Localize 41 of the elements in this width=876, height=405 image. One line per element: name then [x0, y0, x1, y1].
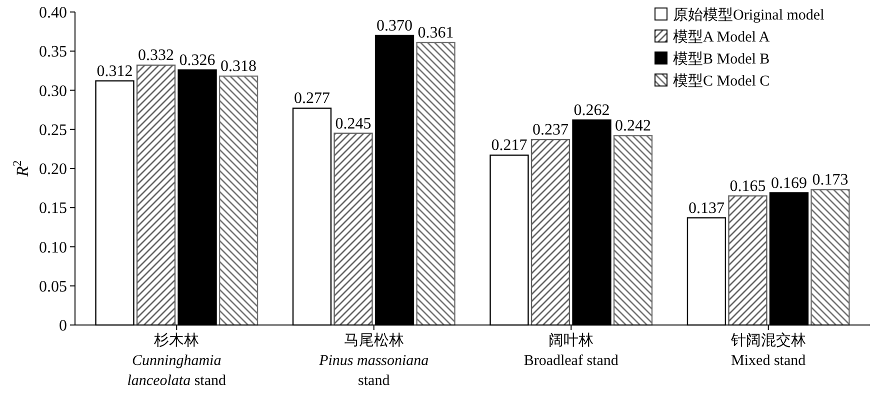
- data-label: 0.277: [294, 90, 330, 108]
- bar: [136, 64, 176, 326]
- y-tick-label: 0: [59, 318, 67, 335]
- data-label: 0.262: [574, 102, 610, 119]
- data-label: 0.217: [491, 137, 528, 154]
- legend-label: 模型A Model A: [673, 28, 770, 46]
- data-label: 0.173: [812, 172, 848, 189]
- y-tick-label: 0.15: [39, 200, 67, 218]
- y-tick-label: 0.05: [39, 278, 67, 296]
- bar: [810, 189, 850, 326]
- bar: [416, 42, 456, 326]
- bar: [530, 138, 570, 326]
- data-label: 0.245: [335, 115, 372, 132]
- data-label: 0.237: [532, 122, 568, 139]
- legend-label: 原始模型Original model: [673, 6, 824, 24]
- bar: [613, 135, 653, 326]
- legend-label: 模型B Model B: [673, 50, 770, 68]
- x-tick-label: 针阔混交林 Mixed stand: [730, 332, 806, 369]
- data-label: 0.137: [688, 200, 724, 217]
- y-tick-label: 0.40: [39, 4, 67, 22]
- y-tick-label: 0.10: [39, 239, 67, 256]
- bar: [728, 195, 768, 326]
- data-label: 0.169: [770, 174, 807, 192]
- data-label: 0.312: [96, 62, 133, 80]
- data-label: 0.361: [418, 24, 454, 42]
- bar: [334, 132, 373, 326]
- x-tick-label: 马尾松林 Pinus massoniana stand: [318, 332, 429, 389]
- data-label: 0.242: [615, 118, 652, 135]
- data-label: 0.370: [376, 17, 413, 34]
- y-tick-label: 0.20: [39, 161, 67, 178]
- x-tick-label: 阔叶林 Broadleaf stand: [524, 332, 619, 369]
- data-label: 0.165: [730, 178, 766, 195]
- y-tick-label: 0.25: [39, 122, 67, 139]
- x-tick-label: 杉木林 Cunninghamia lanceolata stand: [127, 332, 227, 389]
- y-tick-label: 0.30: [39, 82, 67, 100]
- legend-label: 模型C Model C: [673, 72, 770, 90]
- data-label: 0.332: [138, 47, 174, 64]
- data-label: 0.318: [220, 58, 257, 76]
- y-tick-label: 0.35: [39, 44, 67, 61]
- data-label: 0.326: [179, 52, 216, 69]
- bar: [218, 76, 258, 326]
